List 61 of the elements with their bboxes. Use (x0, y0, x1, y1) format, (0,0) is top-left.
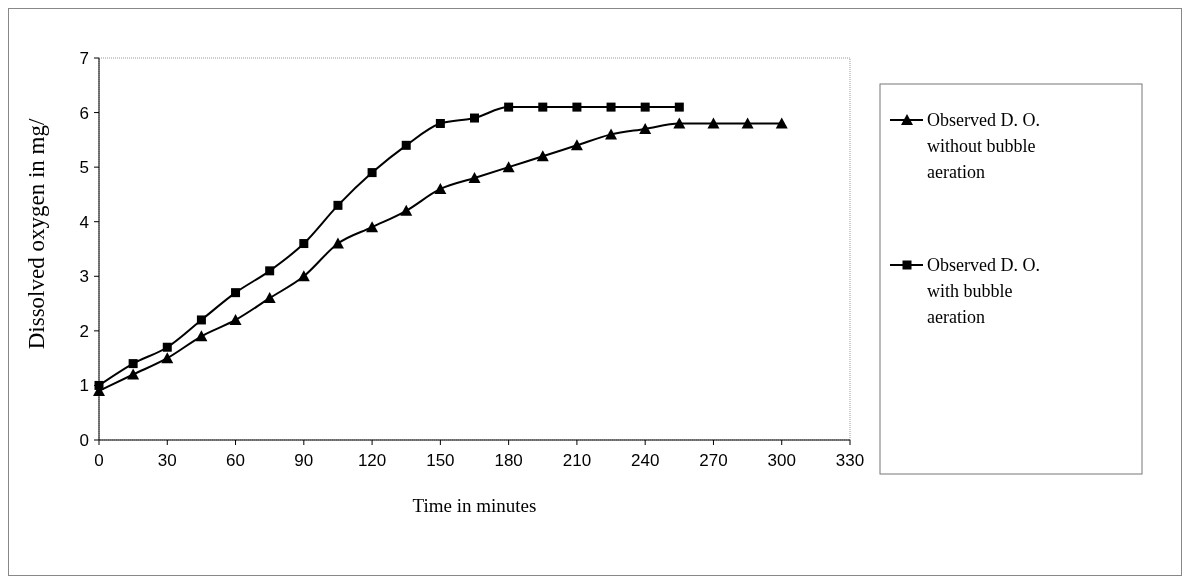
x-tick-label: 330 (835, 451, 865, 470)
y-tick-label: 3 (79, 267, 89, 287)
x-tick-label: 30 (157, 451, 177, 470)
point (331, 237, 344, 249)
point (161, 352, 174, 364)
point (333, 200, 343, 210)
point (741, 117, 754, 129)
x-tick-label: 300 (767, 451, 796, 470)
legend-label: Observed D. O. without bubble aeration (927, 110, 1040, 182)
y-tick-label: 1 (79, 376, 89, 396)
point (606, 102, 616, 112)
y-tick-label: 4 (79, 212, 89, 232)
point (639, 122, 652, 134)
x-tick-label: 210 (562, 451, 592, 470)
point (229, 313, 242, 325)
point (502, 161, 515, 173)
point (572, 102, 582, 112)
y-tick-label: 6 (79, 103, 89, 123)
point (400, 204, 413, 216)
point (775, 117, 788, 129)
point (434, 182, 447, 194)
legend-label: Observed D. O. with bubble aeration (927, 255, 1040, 327)
point (366, 221, 379, 233)
point (195, 330, 208, 342)
point (570, 139, 583, 151)
point (640, 102, 650, 112)
x-tick-label: 150 (426, 451, 455, 470)
y-tick-label: 7 (79, 49, 89, 68)
y-tick-label: 0 (79, 431, 89, 450)
y-axis-title: Dissolved oxygen in mg/ (24, 118, 49, 350)
point (367, 168, 377, 178)
point (263, 292, 276, 304)
point (265, 266, 275, 276)
x-tick-label: 0 (94, 451, 104, 470)
x-tick-label: 240 (630, 451, 660, 470)
point (127, 368, 140, 380)
x-tick-label: 270 (699, 451, 728, 470)
point (128, 359, 138, 369)
x-tick-label: 180 (494, 451, 523, 470)
point (538, 102, 548, 112)
point (674, 102, 684, 112)
x-tick-label: 120 (357, 451, 387, 470)
point (504, 102, 514, 112)
point (162, 342, 172, 352)
y-tick-label: 5 (79, 158, 89, 178)
point (401, 140, 411, 150)
x-tick-label: 60 (226, 451, 246, 470)
x-tick-label: 90 (294, 451, 314, 470)
x-axis-title: Time in minutes (412, 495, 537, 516)
point (196, 315, 206, 325)
point (673, 117, 686, 129)
point (299, 239, 309, 249)
point (435, 118, 445, 128)
point (297, 270, 310, 282)
point (470, 113, 479, 123)
point (536, 150, 549, 162)
point (605, 128, 618, 140)
y-tick-label: 2 (79, 321, 89, 341)
point (707, 117, 720, 129)
point (231, 288, 241, 298)
point (468, 172, 481, 184)
